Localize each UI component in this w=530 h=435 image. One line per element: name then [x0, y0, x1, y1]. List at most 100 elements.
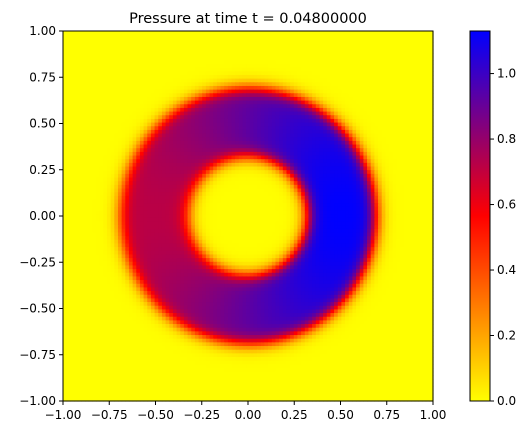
heatmap-cell [143, 118, 148, 124]
heatmap-cell [216, 49, 222, 54]
heatmap-cell [407, 82, 412, 87]
heatmap-cell [165, 166, 170, 171]
heatmap-cell [172, 63, 178, 69]
heatmap-cell [312, 170, 317, 175]
heatmap-cell [216, 115, 222, 120]
heatmap-cell [407, 34, 412, 39]
heatmap-cell [88, 129, 93, 135]
heatmap-cell [334, 107, 339, 113]
heatmap-cell [202, 129, 207, 135]
heatmap-cell [264, 166, 269, 171]
heatmap-cell [70, 115, 75, 120]
heatmap-cell [70, 78, 75, 83]
heatmap-cell [429, 96, 434, 102]
heatmap-cell [99, 49, 104, 54]
heatmap-cell [422, 104, 427, 109]
heatmap-cell [389, 188, 394, 193]
heatmap-cell [264, 104, 269, 109]
heatmap-cell [77, 93, 82, 98]
heatmap-cell [154, 85, 159, 91]
heatmap-cell [95, 41, 101, 47]
heatmap-cell [312, 74, 317, 80]
heatmap-cell [407, 206, 412, 212]
heatmap-cell [136, 181, 141, 186]
heatmap-cell [290, 45, 295, 50]
heatmap-cell [235, 118, 240, 124]
heatmap-cell [128, 159, 134, 164]
heatmap-cell [99, 181, 104, 186]
heatmap-cell [429, 67, 434, 72]
heatmap-cell [356, 96, 361, 102]
heatmap-cell [73, 126, 79, 131]
heatmap-cell [337, 192, 343, 197]
heatmap-cell [227, 71, 233, 76]
heatmap-cell [246, 206, 251, 212]
heatmap-cell [121, 38, 126, 43]
heatmap-cell [385, 93, 390, 98]
heatmap-cell [385, 126, 390, 131]
heatmap-cell [370, 115, 375, 120]
heatmap-cell [378, 140, 383, 146]
heatmap-cell [77, 89, 82, 94]
heatmap-cell [297, 192, 302, 197]
heatmap-cell [381, 181, 386, 186]
heatmap-cell [216, 195, 222, 201]
heatmap-cell [110, 170, 115, 175]
heatmap-cell [341, 85, 346, 91]
heatmap-cell [169, 115, 174, 120]
heatmap-cell [268, 144, 273, 149]
heatmap-cell [224, 155, 229, 160]
heatmap-cell [246, 52, 251, 58]
heatmap-cell [165, 31, 170, 36]
heatmap-cell [304, 129, 310, 135]
heatmap-cell [359, 192, 364, 197]
heatmap-cell [411, 96, 416, 102]
heatmap-cell [271, 49, 277, 54]
heatmap-cell [205, 85, 211, 91]
heatmap-cell [260, 155, 266, 160]
heatmap-cell [264, 74, 269, 80]
heatmap-cell [297, 140, 302, 146]
heatmap-cell [400, 67, 405, 72]
heatmap-cell [191, 34, 196, 39]
heatmap-cell [92, 52, 97, 58]
heatmap-cell [400, 195, 405, 201]
heatmap-cell [165, 203, 170, 208]
heatmap-cell [319, 93, 324, 98]
heatmap-cell [224, 203, 229, 208]
heatmap-cell [176, 52, 181, 58]
heatmap-cell [271, 78, 277, 83]
heatmap-cell [403, 184, 408, 190]
heatmap-cell [132, 203, 137, 208]
heatmap-cell [117, 170, 123, 175]
heatmap-cell [238, 41, 244, 47]
heatmap-cell [139, 133, 145, 138]
heatmap-cell [381, 206, 386, 212]
heatmap-cell [136, 60, 141, 65]
heatmap-cell [176, 85, 181, 91]
heatmap-cell [106, 34, 112, 39]
heatmap-cell [169, 60, 174, 65]
heatmap-cell [389, 115, 394, 120]
heatmap-cell [282, 173, 288, 179]
heatmap-cell [279, 184, 284, 190]
heatmap-cell [95, 151, 101, 157]
heatmap-cell [95, 170, 101, 175]
heatmap-cell [176, 56, 181, 61]
heatmap-cell [359, 126, 364, 131]
heatmap-cell [77, 118, 82, 124]
heatmap-cell [330, 71, 335, 76]
heatmap-cell [165, 144, 170, 149]
heatmap-cell [224, 60, 229, 65]
heatmap-cell [180, 104, 185, 109]
heatmap-cell [227, 140, 233, 146]
heatmap-cell [257, 177, 262, 182]
heatmap-cell [147, 31, 152, 36]
heatmap-cell [400, 199, 405, 204]
heatmap-cell [154, 56, 159, 61]
heatmap-cell [128, 74, 134, 80]
heatmap-cell [381, 166, 386, 171]
heatmap-cell [414, 151, 419, 157]
heatmap-cell [125, 45, 130, 50]
heatmap-cell [169, 96, 174, 102]
